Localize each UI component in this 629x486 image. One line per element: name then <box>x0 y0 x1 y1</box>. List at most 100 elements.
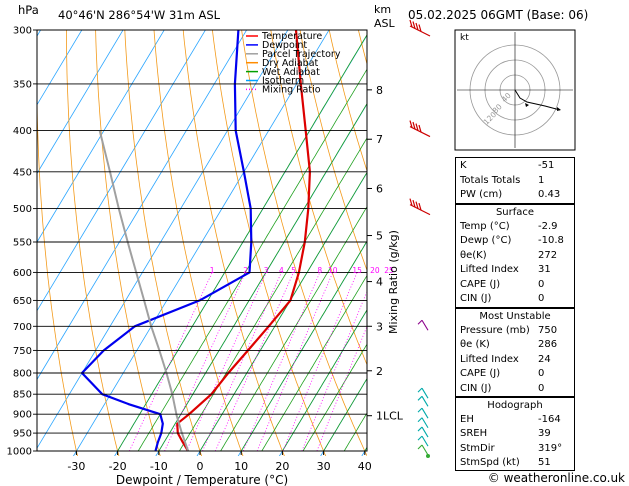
dry-adiabat-line <box>211 30 327 456</box>
copyright: © weatheronline.co.uk <box>488 471 625 485</box>
hodograph-end-arrow <box>557 107 561 111</box>
plot-frame <box>36 29 368 452</box>
row-value: 0.43 <box>538 189 561 200</box>
legend-entry: Temperature <box>261 31 322 42</box>
row-label: Lifted Index <box>460 264 519 276</box>
km-tick-label: 8 <box>376 84 383 97</box>
row-label: StmSpd (kt) <box>460 457 520 469</box>
row-label: StmDir <box>460 442 495 454</box>
wet-adiabat-line <box>282 309 367 452</box>
mixing-ratio-line <box>186 272 267 452</box>
row-label: CAPE (J) <box>460 278 501 290</box>
x-tick-label: -30 <box>67 460 85 473</box>
row-value: 286 <box>538 339 558 351</box>
mixing-ratio-label: 2 <box>243 266 248 275</box>
hodograph-trace <box>514 89 561 111</box>
mixing-ratio-line <box>129 272 213 452</box>
isotherm-line <box>37 30 289 449</box>
p-tick-label: 750 <box>13 346 32 357</box>
row-label: Pressure (mb) <box>460 324 530 336</box>
wet-adiabat-line <box>302 343 367 452</box>
row-value: 39 <box>538 428 551 440</box>
row-label: Dewp (°C) <box>460 235 512 247</box>
mixing-ratio-label: 10 <box>328 266 338 275</box>
km-tick-label: 6 <box>376 183 383 196</box>
row-label: CIN (J) <box>460 293 492 305</box>
km-tick-label: 3 <box>376 320 383 333</box>
isotherm-line <box>72 30 330 456</box>
mixing-ratio-label: 1 <box>210 266 215 275</box>
wind-barb <box>409 198 431 216</box>
wind-barb <box>417 319 429 331</box>
row-value: 750 <box>538 324 558 336</box>
legend-entry: Mixing Ratio <box>262 85 321 96</box>
isotherm-line <box>37 30 248 381</box>
indices-table: K -51 Totals Totals 1 PW (cm) 0.43 <box>455 157 575 204</box>
x-tick-label: -10 <box>150 460 168 473</box>
isotherm-line <box>37 30 124 175</box>
x-axis-label: Dewpoint / Temperature (°C) <box>116 473 288 486</box>
wind-barb <box>409 19 431 37</box>
p-tick-label: 950 <box>13 429 32 440</box>
wind-barb <box>417 426 429 438</box>
hodograph-unit: kt <box>460 33 469 43</box>
mixing-ratio-label: 15 <box>352 266 362 275</box>
wind-barb <box>417 387 429 399</box>
dry-adiabat-line <box>241 30 367 456</box>
section-title: Hodograph <box>487 400 543 411</box>
row-label: Temp (°C) <box>460 220 510 232</box>
mixing-ratio-line <box>282 272 358 452</box>
wet-adiabat-line <box>220 205 367 452</box>
row-value: -2.9 <box>538 220 558 232</box>
location-label: 40°46'N 286°54'W 31m ASL <box>58 8 221 22</box>
parcel-trajectory-profile <box>98 130 190 452</box>
wet-adiabat-line <box>158 102 367 452</box>
dewpoint-profile <box>80 30 253 452</box>
section-title: Surface <box>495 207 535 218</box>
wet-adiabat-line <box>240 240 367 452</box>
row-value: 0 <box>538 368 545 380</box>
p-tick-label: 900 <box>13 410 32 421</box>
dry-adiabat-line <box>66 30 120 456</box>
p-tick-label: 450 <box>13 167 32 178</box>
p-tick-label: 700 <box>13 322 32 333</box>
most-unstable-table: Most Unstable Pressure (mb) 750 θe (K) 286 Li… <box>455 308 575 397</box>
x-tick-label: 0 <box>197 460 204 473</box>
wet-adiabat-line <box>323 377 367 452</box>
mixing-ratio-label: 5 <box>291 266 296 275</box>
km-tick-label: 2 <box>376 365 383 378</box>
asl-unit: ASL <box>374 17 396 30</box>
row-value: 1 <box>538 174 545 186</box>
mixing-ratio-label: 20 <box>370 266 380 275</box>
legend-entry: Parcel Trajectory <box>262 49 341 60</box>
wind-barb <box>409 120 431 138</box>
row-value: 0 <box>538 293 545 305</box>
row-value: 51 <box>538 457 551 469</box>
section-title: Most Unstable <box>479 311 551 322</box>
km-tick-label: 5 <box>376 230 383 243</box>
row-label: θe (K) <box>460 339 490 351</box>
mixing-ratio-label: 4 <box>279 266 284 275</box>
p-tick-label: 600 <box>13 268 32 279</box>
row-label: EH <box>460 413 474 425</box>
isotherm-line <box>37 30 83 106</box>
p-tick-label: 350 <box>13 79 32 90</box>
isotherm-line <box>37 30 165 243</box>
hodograph-table: Hodograph EH -164 SREH 39 StmDir 319° StmSpd (k… <box>455 397 575 471</box>
mixing-ratio-label: 25 <box>384 266 394 275</box>
x-tick-label: -20 <box>109 460 127 473</box>
p-tick-label: 800 <box>13 369 32 380</box>
x-tick-label: 10 <box>234 460 248 473</box>
row-label: SREH <box>460 428 488 440</box>
legend-entry: Dewpoint <box>262 40 307 51</box>
x-tick-label: 40 <box>358 460 372 473</box>
km-tick-label: 4 <box>376 276 383 289</box>
p-tick-label: 400 <box>13 126 32 137</box>
dry-adiabat-line <box>270 30 367 366</box>
p-unit: hPa <box>18 3 39 17</box>
wind-barb <box>417 407 429 419</box>
wet-adiabat-line <box>199 171 367 452</box>
storm-motion-arrow <box>525 103 529 107</box>
